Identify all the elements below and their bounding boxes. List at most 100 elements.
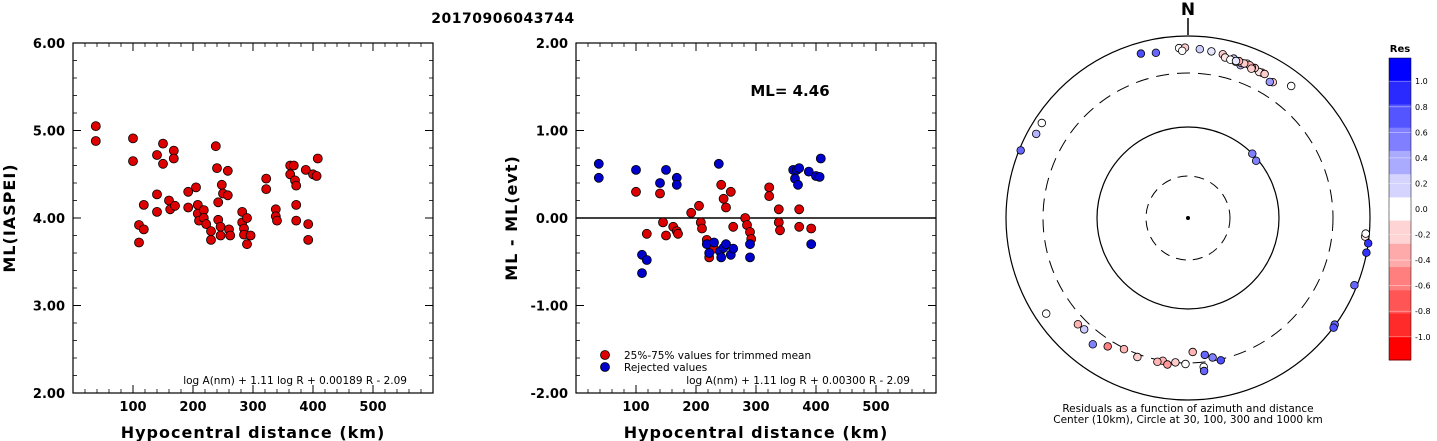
data-point <box>183 186 194 197</box>
data-point <box>134 237 144 248</box>
data-point <box>138 199 149 210</box>
x-tick-label: 300 <box>742 400 769 415</box>
station-marker <box>1195 45 1204 54</box>
colorbar-cell <box>1389 267 1411 291</box>
data-point <box>201 219 212 230</box>
data-point <box>312 153 323 164</box>
colorbar-tick-label: 0.2 <box>1415 179 1428 188</box>
colorbar-tick-label: -1.0 <box>1415 333 1431 342</box>
range-circle-100km <box>1096 126 1280 310</box>
legend-marker-rejected <box>600 362 610 372</box>
x-tick-label: 500 <box>862 400 889 415</box>
data-point <box>215 230 226 241</box>
data-point <box>728 243 739 254</box>
data-point <box>152 189 162 200</box>
data-point <box>245 230 256 241</box>
data-point <box>215 221 226 232</box>
data-point <box>764 182 775 193</box>
range-circle-30km <box>1145 175 1231 261</box>
data-point <box>775 225 785 236</box>
data-point <box>158 158 168 169</box>
data-point <box>225 230 236 241</box>
data-point <box>673 228 683 239</box>
station-marker <box>1286 81 1296 91</box>
data-point <box>686 207 697 218</box>
epicenter-marker <box>1186 216 1190 220</box>
caption-line-1: Residuals as a function of azimuth and d… <box>1062 403 1313 415</box>
station-marker <box>1163 360 1172 369</box>
data-point <box>216 179 227 190</box>
station-marker <box>1251 156 1261 165</box>
range-circle-300km <box>1042 72 1334 364</box>
data-point <box>222 190 233 201</box>
data-point <box>793 179 803 190</box>
station-marker <box>1208 353 1217 362</box>
colorbar-cell <box>1389 313 1411 338</box>
plot-frame <box>72 42 434 394</box>
colorbar-cell <box>1389 127 1411 152</box>
data-point <box>242 213 252 223</box>
data-point <box>709 237 719 248</box>
colorbar-cell <box>1389 150 1411 175</box>
colorbar-tick-label: -0.4 <box>1415 256 1431 265</box>
y-tick-label: 1.00 <box>536 125 568 140</box>
data-point <box>641 255 652 265</box>
data-point <box>794 221 805 232</box>
data-point <box>90 136 101 146</box>
station-marker <box>1181 359 1190 369</box>
data-point <box>212 163 222 174</box>
station-marker <box>1207 47 1216 56</box>
data-point <box>745 239 755 250</box>
station-marker <box>1329 323 1338 332</box>
x-axis-label: Hypocentral distance (km) <box>121 423 386 441</box>
station-marker <box>1247 64 1256 73</box>
x-tick-label: 500 <box>359 400 386 415</box>
axis-ticks: 100 200 300 400 500 -2.00 -1.00 0.00 1.00 2.00 <box>531 37 936 415</box>
colorbar-tick-label: -0.8 <box>1415 307 1431 316</box>
data-point <box>721 202 731 213</box>
station-marker <box>1248 149 1257 158</box>
colorbar-cell <box>1389 58 1411 82</box>
station-marker <box>1041 309 1051 318</box>
data-point <box>745 252 755 263</box>
station-marker <box>1079 325 1089 334</box>
data-point <box>191 182 201 193</box>
data-markers <box>593 153 826 279</box>
station-marker <box>1153 357 1162 366</box>
data-point <box>152 150 162 160</box>
station-marker <box>1119 345 1129 354</box>
colorbar-cell <box>1389 81 1411 105</box>
data-point <box>704 248 715 258</box>
data-point <box>641 228 652 239</box>
y-axis-label: ML(IASPEI) <box>0 163 19 272</box>
data-point <box>661 230 671 241</box>
colorbar-cell <box>1389 243 1411 268</box>
station-marker <box>1016 146 1025 155</box>
x-tick-label: 200 <box>179 400 206 415</box>
data-point <box>206 234 216 245</box>
y-tick-label: 6.00 <box>33 37 65 52</box>
ml-vs-distance-panel: 100 200 300 400 500 2.00 3.00 4.00 5.00 6.00 log … <box>0 37 434 441</box>
data-point <box>697 223 707 234</box>
data-point <box>671 179 682 190</box>
data-point <box>311 171 322 181</box>
y-axis-label: ML - ML(evt) <box>502 155 521 281</box>
data-point <box>158 138 168 149</box>
colorbar-ticks: 1.0 0.8 0.6 0.4 0.2 0.0 -0.2 -0.4 -0.6 -0.8 -1.0 <box>1389 77 1431 342</box>
colorbar-tick-label: 0.4 <box>1415 154 1428 163</box>
x-tick-label: 200 <box>682 400 709 415</box>
data-point <box>764 191 775 202</box>
station-marker <box>1363 239 1373 248</box>
colorbar-tick-label: -0.2 <box>1415 231 1431 240</box>
data-point <box>631 164 641 175</box>
data-point <box>631 186 641 197</box>
data-point <box>661 164 671 175</box>
formula-text: log A(nm) + 1.11 log R + 0.00189 R - 2.0… <box>183 375 407 387</box>
station-marker <box>1037 118 1046 128</box>
y-tick-label: 4.00 <box>33 212 65 227</box>
data-point <box>713 158 724 169</box>
data-point <box>773 204 784 215</box>
colorbar-cell <box>1389 174 1411 198</box>
colorbar-title: Res <box>1390 44 1410 55</box>
